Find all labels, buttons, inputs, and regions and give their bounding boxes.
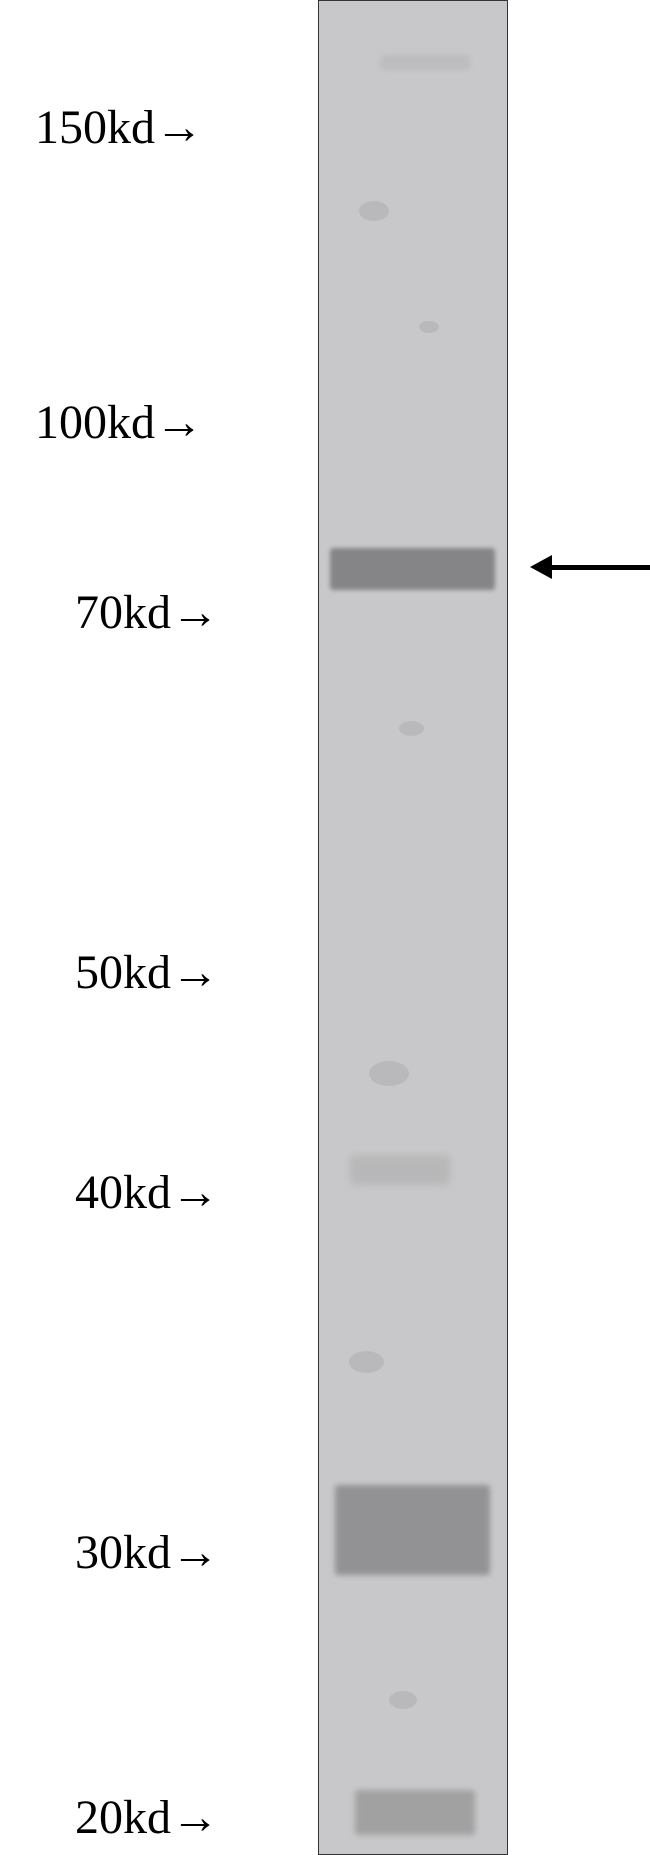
band-70kd-target <box>330 548 495 590</box>
band-top-faint <box>380 55 470 70</box>
target-band-arrow <box>530 555 650 579</box>
marker-50kd: 50kd→ <box>75 945 219 1000</box>
arrow-head-icon <box>530 555 552 579</box>
lane-noise <box>399 721 424 736</box>
band-40kd-faint <box>350 1155 450 1185</box>
band-30kd <box>335 1485 490 1575</box>
lane-noise <box>349 1351 384 1373</box>
lane-noise <box>419 321 439 333</box>
marker-20kd: 20kd→ <box>75 1790 219 1845</box>
marker-70kd: 70kd→ <box>75 585 219 640</box>
marker-40kd: 40kd→ <box>75 1165 219 1220</box>
lane-noise <box>359 201 389 221</box>
lane-noise <box>389 1691 417 1709</box>
marker-150kd: 150kd→ <box>35 100 203 155</box>
band-20kd <box>355 1790 475 1835</box>
western-blot-figure: WWW.PTGLAB.COM 150kd→ 100kd→ 70kd→ 50kd→… <box>0 0 650 1855</box>
lane-noise <box>369 1061 409 1086</box>
marker-100kd: 100kd→ <box>35 395 203 450</box>
marker-30kd: 30kd→ <box>75 1525 219 1580</box>
arrow-line <box>552 565 650 570</box>
blot-lane <box>318 0 508 1855</box>
